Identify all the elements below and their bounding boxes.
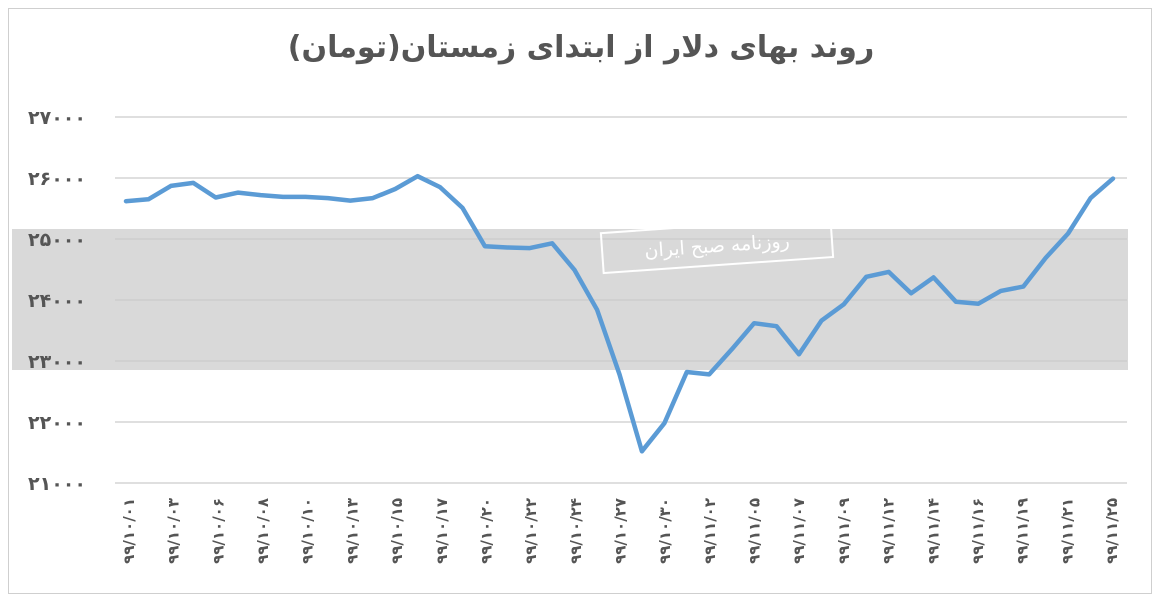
x-tick-label: ۹۹/۱۰/۲۴ <box>567 498 585 564</box>
x-tick-label: ۹۹/۱۱/۰۹ <box>835 498 853 564</box>
watermark-box <box>599 216 835 275</box>
data-point <box>1066 231 1070 236</box>
chart-title: روند بهای دلار از ابتدای زمستان(تومان) <box>287 30 875 65</box>
data-point <box>999 289 1003 293</box>
data-point <box>864 275 868 279</box>
y-tick-label: ۲۶۰۰۰ <box>28 168 86 190</box>
x-tick-label: ۹۹/۱۱/۱۹ <box>1014 498 1032 564</box>
y-tick-label: ۲۳۰۰۰ <box>28 351 86 373</box>
data-point <box>416 174 420 178</box>
data-point <box>819 319 823 323</box>
x-tick-label: ۹۹/۱۱/۱۲ <box>880 498 898 564</box>
y-tick-label: ۲۵۰۰۰ <box>28 229 86 251</box>
data-point <box>617 372 622 377</box>
data-point <box>191 181 195 185</box>
x-tick-label: ۹۹/۱۱/۰۲ <box>701 498 719 564</box>
data-point <box>797 352 801 356</box>
y-tick-label: ۲۴۰۰۰ <box>28 290 86 312</box>
data-point <box>326 196 330 200</box>
data-point <box>236 191 240 195</box>
data-point <box>483 244 487 248</box>
data-point <box>931 275 936 280</box>
x-tick-label: ۹۹/۱۰/۲۷ <box>612 498 630 564</box>
data-point <box>528 246 532 250</box>
x-tick-label: ۹۹/۱۱/۲۵ <box>1103 498 1121 564</box>
data-point <box>348 198 352 203</box>
data-point <box>842 302 846 306</box>
x-tick-label: ۹۹/۱۱/۰۷ <box>790 498 808 564</box>
data-point <box>976 302 981 306</box>
data-point <box>303 195 308 199</box>
data-point <box>573 268 577 272</box>
data-point <box>730 347 734 352</box>
x-tick-label: ۹۹/۱۰/۲۰ <box>477 498 495 564</box>
x-tick-label: ۹۹/۱۰/۰۱ <box>120 498 138 564</box>
data-point <box>281 195 285 199</box>
data-point <box>887 270 891 274</box>
data-point <box>258 193 263 197</box>
x-tick-label: ۹۹/۱۱/۲۱ <box>1058 498 1076 564</box>
data-point <box>214 195 218 200</box>
data-point <box>1044 256 1048 260</box>
data-point <box>169 184 173 188</box>
y-tick-label: ۲۷۰۰۰ <box>28 107 86 129</box>
data-point <box>438 185 442 189</box>
data-point <box>1088 196 1093 200</box>
data-point <box>124 199 128 203</box>
x-tick-label: ۹۹/۱۱/۱۴ <box>924 498 942 564</box>
y-tick-label: ۲۱۰۰۰ <box>28 473 86 495</box>
data-point <box>640 449 644 453</box>
x-tick-label: ۹۹/۱۰/۱۷ <box>433 498 451 564</box>
data-point <box>909 291 913 295</box>
x-tick-label: ۹۹/۱۰/۰۳ <box>165 498 183 564</box>
data-point <box>1111 177 1115 181</box>
x-tick-label: ۹۹/۱۱/۱۶ <box>969 498 987 564</box>
data-point <box>371 196 375 200</box>
x-tick-label: ۹۹/۱۰/۱۵ <box>388 498 406 564</box>
x-tick-label: ۹۹/۱۰/۳۰ <box>656 498 674 564</box>
data-point <box>505 245 509 250</box>
data-point <box>752 321 756 325</box>
data-point <box>1021 284 1025 289</box>
data-point <box>954 300 958 304</box>
data-point <box>662 421 666 425</box>
x-tick-label: ۹۹/۱۰/۲۲ <box>522 498 540 564</box>
data-point <box>595 308 599 312</box>
x-tick-label: ۹۹/۱۱/۰۵ <box>746 498 764 564</box>
x-tick-label: ۹۹/۱۰/۰۶ <box>209 498 227 564</box>
data-point <box>393 187 397 191</box>
x-tick-label: ۹۹/۱۰/۰۸ <box>254 498 272 564</box>
data-point <box>707 372 711 377</box>
data-point <box>460 206 465 210</box>
data-point <box>685 370 689 374</box>
data-point <box>146 197 151 201</box>
x-tick-label: ۹۹/۱۰/۱۰ <box>299 498 317 564</box>
x-tick-label: ۹۹/۱۰/۱۳ <box>343 498 361 564</box>
y-tick-label: ۲۲۰۰۰ <box>28 412 86 434</box>
data-point <box>774 324 779 328</box>
data-point <box>550 241 554 245</box>
